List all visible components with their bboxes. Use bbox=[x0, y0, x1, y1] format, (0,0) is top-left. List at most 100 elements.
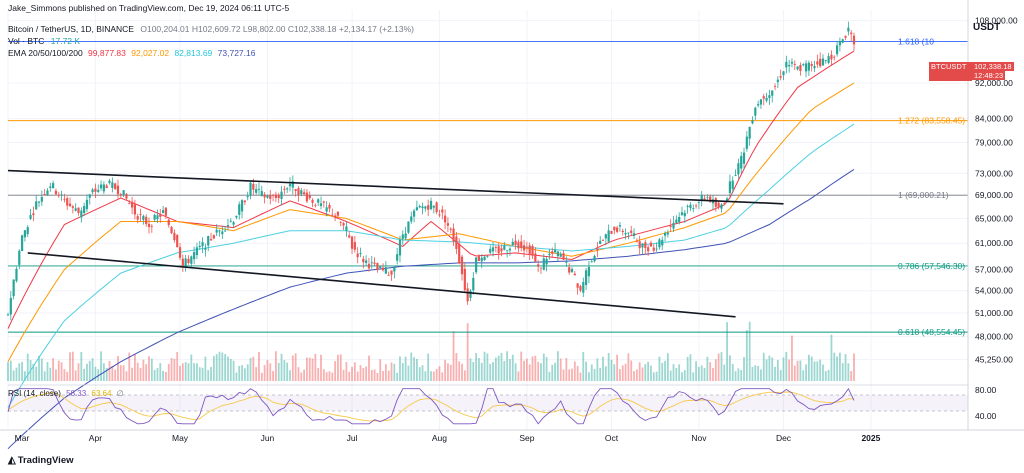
candle-body bbox=[449, 228, 452, 230]
candle-body bbox=[821, 58, 825, 66]
candle-body bbox=[542, 258, 545, 270]
candle-body bbox=[748, 126, 751, 139]
volume-bar bbox=[449, 364, 452, 381]
candle-body bbox=[325, 207, 328, 212]
candle-body bbox=[350, 236, 354, 249]
time-axis-label: Sep bbox=[519, 433, 534, 443]
candle-body bbox=[63, 198, 66, 200]
volume-bar bbox=[785, 351, 788, 381]
rsi-band bbox=[8, 395, 968, 411]
candle-body bbox=[359, 253, 362, 255]
rsi-label[interactable]: RSI (14, close) bbox=[8, 389, 61, 398]
volume-bar bbox=[300, 372, 303, 381]
candle-body bbox=[198, 245, 201, 248]
candle-body bbox=[734, 175, 737, 176]
candle-body bbox=[255, 189, 258, 193]
candle-body bbox=[585, 270, 588, 285]
volume-bar bbox=[190, 354, 193, 381]
candle-body bbox=[252, 183, 255, 190]
volume-bar bbox=[593, 368, 596, 381]
volume-bar bbox=[38, 355, 40, 381]
volume-bar bbox=[745, 330, 748, 381]
tradingview-logo[interactable]: ◭ TradingView bbox=[8, 455, 74, 466]
candle-body bbox=[418, 206, 421, 208]
candle-body bbox=[353, 242, 356, 250]
volume-bar bbox=[235, 372, 238, 381]
price-axis-label: 48,000.00 bbox=[975, 332, 1013, 342]
candle-body bbox=[686, 205, 689, 207]
volume-bar bbox=[263, 365, 266, 381]
candle-body bbox=[697, 201, 700, 203]
candle-body bbox=[790, 61, 794, 64]
volume-bar bbox=[447, 363, 449, 381]
candle-body bbox=[201, 242, 204, 247]
legend-vol-row: Vol · BTC 17.72 K bbox=[8, 36, 80, 46]
volume-bar bbox=[55, 369, 57, 381]
candle-body bbox=[139, 214, 142, 215]
candle-body bbox=[412, 210, 416, 217]
volume-bar bbox=[390, 362, 393, 381]
fib-level-label: 1 (69,000.21) bbox=[898, 190, 949, 200]
price-axis-label: 92,000.00 bbox=[975, 78, 1013, 88]
candle-body bbox=[35, 201, 38, 210]
candle-body bbox=[387, 275, 390, 276]
candle-body bbox=[720, 204, 723, 209]
volume-bar bbox=[108, 360, 111, 381]
time-axis-label: Apr bbox=[89, 433, 102, 443]
volume-bar bbox=[128, 352, 131, 381]
candle-body bbox=[573, 273, 576, 276]
candle-body bbox=[666, 232, 669, 235]
candle-body bbox=[793, 64, 796, 65]
candle-body bbox=[570, 269, 574, 272]
volume-bar bbox=[35, 366, 38, 381]
candle-body bbox=[472, 277, 475, 291]
legend-ema-row: EMA 20/50/100/200 99,877.83 92,027.02 82… bbox=[8, 48, 255, 58]
candle-body bbox=[582, 281, 585, 293]
candle-body bbox=[263, 194, 266, 198]
fib-level-label: 1.618 (10 bbox=[898, 36, 934, 46]
candle-body bbox=[336, 211, 340, 216]
candle-body bbox=[506, 250, 509, 252]
volume-bar bbox=[322, 369, 325, 381]
candle-body bbox=[280, 191, 283, 199]
candle-body bbox=[545, 258, 548, 265]
legend-ema200: 73,727.16 bbox=[217, 48, 256, 58]
volume-bar bbox=[762, 352, 765, 381]
volume-bar bbox=[311, 358, 314, 381]
volume-bar bbox=[830, 334, 833, 381]
candle-body bbox=[757, 104, 760, 106]
candle-body bbox=[709, 196, 712, 202]
candle-body bbox=[838, 41, 841, 46]
volume-bar bbox=[359, 365, 362, 381]
volume-bar bbox=[576, 366, 579, 381]
volume-bar bbox=[148, 356, 150, 381]
volume-bar bbox=[650, 365, 652, 381]
candle-body bbox=[37, 201, 41, 203]
legend-symbol[interactable]: Bitcoin / TetherUS, 1D, BINANCE bbox=[8, 24, 134, 34]
legend-ema20: 99,877.83 bbox=[88, 48, 126, 58]
volume-bar bbox=[86, 363, 88, 381]
volume-bar bbox=[18, 363, 21, 381]
volume-bar bbox=[249, 357, 252, 381]
candle-body bbox=[661, 239, 664, 246]
candle-body bbox=[303, 192, 306, 195]
volume-bar bbox=[317, 367, 320, 381]
time-axis-label: Oct bbox=[605, 433, 619, 443]
volume-bar bbox=[616, 354, 619, 381]
candle-body bbox=[130, 201, 134, 208]
volume-bar bbox=[320, 354, 322, 381]
candle-body bbox=[522, 245, 526, 251]
candle-body bbox=[641, 243, 644, 248]
volume-bar bbox=[669, 370, 672, 381]
volume-bar bbox=[723, 364, 726, 381]
volume-bar bbox=[503, 361, 506, 381]
volume-bar bbox=[291, 355, 294, 381]
legend-vol-label[interactable]: Vol · BTC bbox=[8, 36, 45, 46]
legend-ema-label[interactable]: EMA 20/50/100/200 bbox=[8, 48, 83, 58]
candle-body bbox=[159, 214, 162, 217]
volume-bar bbox=[272, 371, 274, 381]
candle-body bbox=[511, 241, 514, 246]
candle-body bbox=[32, 213, 35, 216]
volume-bar bbox=[275, 351, 277, 381]
